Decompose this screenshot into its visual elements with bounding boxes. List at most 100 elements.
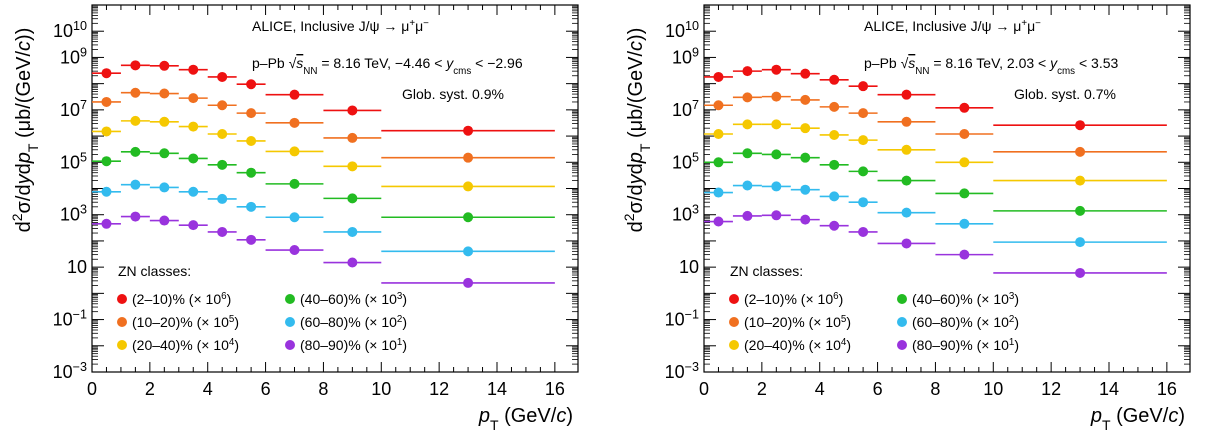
legend-item: (20–40)% (× 104) (744, 337, 851, 354)
data-point (246, 201, 257, 212)
data-point (159, 182, 170, 193)
data-point (771, 91, 782, 102)
chart-panel-1: 0 2 4 6 8 10 12 14 16 10−3 10−1 10 103 105 107 109 1010 p… (9, 4, 579, 433)
legend-item: (60–80)% (× 102) (912, 314, 1019, 331)
y-tick-label: 10−1 (665, 308, 699, 330)
data-point (217, 159, 228, 170)
y-tick-label: 109 (60, 45, 87, 67)
data-point (217, 128, 228, 139)
legend-marker (285, 294, 295, 304)
y-tick-label: 10−1 (53, 308, 87, 330)
data-point (159, 116, 170, 127)
data-point (858, 108, 869, 119)
data-point (347, 161, 358, 172)
data-point (713, 187, 724, 198)
data-point (800, 184, 811, 195)
series-1 (92, 60, 555, 136)
data-point (901, 207, 912, 218)
data-point (217, 226, 228, 237)
x-tick-label: 4 (203, 379, 213, 399)
x-tick-label: 16 (545, 379, 565, 399)
data-point (713, 157, 724, 168)
y-tick-label: 10−3 (665, 360, 699, 382)
data-point (289, 89, 300, 100)
data-point (800, 68, 811, 79)
data-point (858, 197, 869, 208)
legend-item: (40–60)% (× 103) (912, 291, 1019, 308)
data-point (463, 277, 474, 288)
x-tick-label: 4 (815, 379, 825, 399)
chart-panel-2: 0 2 4 6 8 10 12 14 16 10−3 10−1 10 103 105 107 109 1010 p… (621, 4, 1191, 433)
data-point (713, 128, 724, 139)
data-point (246, 135, 257, 146)
legend-item: (10–20)% (× 105) (132, 314, 239, 331)
x-tick-label: 2 (145, 379, 155, 399)
data-point (347, 257, 358, 268)
y-tick-label: 1010 (665, 19, 699, 41)
data-point (101, 156, 112, 167)
data-point (800, 152, 811, 163)
data-point (858, 135, 869, 146)
data-point (901, 89, 912, 100)
data-point (742, 180, 753, 191)
data-point (347, 226, 358, 237)
series-3 (704, 119, 1167, 186)
data-point (463, 246, 474, 257)
x-tick-label: 0 (87, 379, 97, 399)
y-axis-title: d2σ/dydpT (μb/(GeV/c)) (621, 28, 653, 233)
data-point (246, 79, 257, 90)
data-point (901, 116, 912, 127)
data-point (829, 159, 840, 170)
data-point (829, 129, 840, 140)
x-tick-label: 10 (371, 379, 391, 399)
legend-marker (897, 340, 907, 350)
legend-item: (80–90)% (× 101) (300, 337, 407, 354)
series-2 (704, 91, 1167, 157)
data-point (1075, 120, 1086, 131)
legend-marker (117, 317, 127, 327)
data-point (829, 220, 840, 231)
data-point (289, 178, 300, 189)
series-1 (704, 64, 1167, 131)
data-point (463, 125, 474, 136)
chart-subtitle: p–Pb √sNN = 8.16 TeV, −4.46 < ycms < −2.… (252, 55, 523, 77)
legend-marker (897, 294, 907, 304)
data-point (742, 210, 753, 221)
data-point (246, 167, 257, 178)
data-point (713, 100, 724, 111)
data-point (959, 128, 970, 139)
x-tick-label: 12 (429, 379, 449, 399)
data-point (829, 101, 840, 112)
x-tick-label: 10 (983, 379, 1003, 399)
legend-item: (40–60)% (× 103) (300, 291, 407, 308)
data-point (463, 212, 474, 223)
x-tick-label: 6 (873, 379, 883, 399)
data-point (800, 123, 811, 134)
y-tick-label: 1010 (53, 19, 87, 41)
data-point (959, 157, 970, 168)
data-point (217, 100, 228, 111)
data-point (289, 212, 300, 223)
legend-item: (2–10)% (× 106) (744, 291, 843, 308)
data-point (1075, 267, 1086, 278)
y-tick-label: 105 (672, 150, 699, 172)
y-tick-label: 107 (672, 98, 699, 120)
data-point (771, 181, 782, 192)
chart-annotation: Glob. syst. 0.9% (402, 86, 504, 102)
legend-item: (20–40)% (× 104) (132, 337, 239, 354)
data-point (130, 60, 141, 71)
y-tick-label: 10 (67, 257, 87, 277)
x-tick-label: 14 (487, 379, 507, 399)
legend-title: ZN classes: (730, 263, 803, 279)
data-point (130, 179, 141, 190)
y-tick-label: 109 (672, 45, 699, 67)
data-point (800, 94, 811, 105)
data-point (829, 191, 840, 202)
y-tick-label: 10−3 (53, 360, 87, 382)
data-point (742, 66, 753, 77)
data-point (347, 132, 358, 143)
data-point (771, 64, 782, 75)
data-point (101, 218, 112, 229)
data-point (959, 218, 970, 229)
